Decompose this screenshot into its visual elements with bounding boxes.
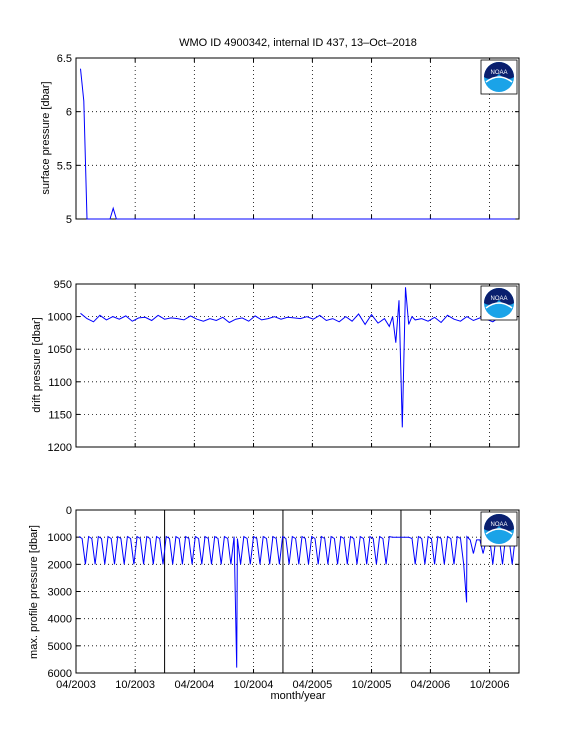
logo-wave	[485, 528, 513, 535]
logo-wave	[485, 302, 513, 309]
x-tick-label: 10/2003	[115, 679, 155, 691]
y-tick-label: 6	[66, 107, 72, 119]
drift-pressure-axes-box	[75, 283, 520, 448]
surface-pressure-grid	[75, 57, 519, 220]
surface-pressure-axes-box	[75, 57, 520, 220]
figure-title: WMO ID 4900342, internal ID 437, 13–Oct–…	[179, 37, 417, 49]
y-tick-label: 2000	[48, 559, 72, 571]
max-profile-pressure-grid	[75, 509, 519, 674]
y-tick-label: 6.5	[57, 53, 72, 65]
x-axis-tick-labels: 04/2003 10/2003 04/2004 10/2004 04/2005 10/20…	[56, 679, 509, 691]
y-tick-label: 1000	[48, 532, 72, 544]
y-tick-label: 4000	[48, 614, 72, 626]
surface-pressure-line	[80, 68, 516, 220]
x-tick-label: 04/2006	[411, 679, 451, 691]
logo-text: NOAA	[490, 296, 507, 302]
max-profile-pressure-y-ticks: 0 1000 2000 3000 4000 5000 6000	[48, 505, 519, 680]
y-tick-label: 1150	[48, 409, 72, 421]
drift-pressure-ylabel: drift pressure [dbar]	[31, 317, 43, 412]
max-profile-pressure-x-ticks	[75, 510, 491, 673]
surface-pressure-ylabel: surface pressure [dbar]	[40, 81, 52, 194]
drift-pressure-line	[80, 287, 513, 428]
logo-text: NOAA	[490, 522, 507, 528]
x-tick-label: 10/2004	[234, 679, 274, 691]
noaa-logo: NOAA	[480, 59, 518, 95]
max-profile-pressure-panel: 0 1000 2000 3000 4000 5000 6000 max. profile p…	[28, 505, 520, 680]
y-tick-label: 950	[54, 279, 72, 291]
y-tick-label: 1050	[48, 344, 72, 356]
logo-upper-half	[484, 288, 514, 305]
drift-pressure-y-ticks: 950 1000 1050 1100 1150 1200	[48, 279, 519, 454]
y-tick-label: 1100	[48, 377, 72, 389]
y-tick-label: 5000	[48, 641, 72, 653]
y-tick-label: 1000	[48, 312, 72, 324]
surface-pressure-x-ticks	[75, 58, 491, 219]
surface-pressure-panel: 5 5.5 6 6.5 surface pressure [dbar] NOAA	[40, 53, 520, 226]
y-tick-label: 5	[66, 214, 72, 226]
y-tick-label: 0	[66, 505, 72, 517]
max-profile-pressure-line	[78, 535, 516, 668]
logo-wave	[485, 76, 513, 83]
logo-text: NOAA	[490, 70, 507, 76]
max-profile-pressure-ylabel: max. profile pressure [dbar]	[28, 525, 40, 659]
x-tick-label: 04/2003	[56, 679, 96, 691]
y-tick-label: 6000	[48, 668, 72, 680]
y-tick-label: 3000	[48, 587, 72, 599]
y-tick-label: 5.5	[57, 160, 72, 172]
x-tick-label: 04/2004	[174, 679, 214, 691]
drift-pressure-panel: 950 1000 1050 1100 1150 1200 drift pressure […	[31, 279, 520, 454]
logo-upper-half	[484, 514, 514, 531]
logo-upper-half	[484, 62, 514, 79]
x-tick-label: 10/2006	[470, 679, 510, 691]
y-tick-label: 1200	[48, 442, 72, 454]
drift-pressure-x-ticks	[75, 284, 491, 447]
noaa-logo: NOAA	[480, 285, 518, 321]
noaa-logo: NOAA	[480, 511, 518, 547]
drift-pressure-grid	[75, 283, 519, 448]
x-axis-label: month/year	[270, 690, 325, 702]
x-tick-label: 10/2005	[352, 679, 392, 691]
surface-pressure-y-ticks: 5 5.5 6 6.5	[57, 53, 519, 226]
x-tick-label: 04/2005	[292, 679, 332, 691]
